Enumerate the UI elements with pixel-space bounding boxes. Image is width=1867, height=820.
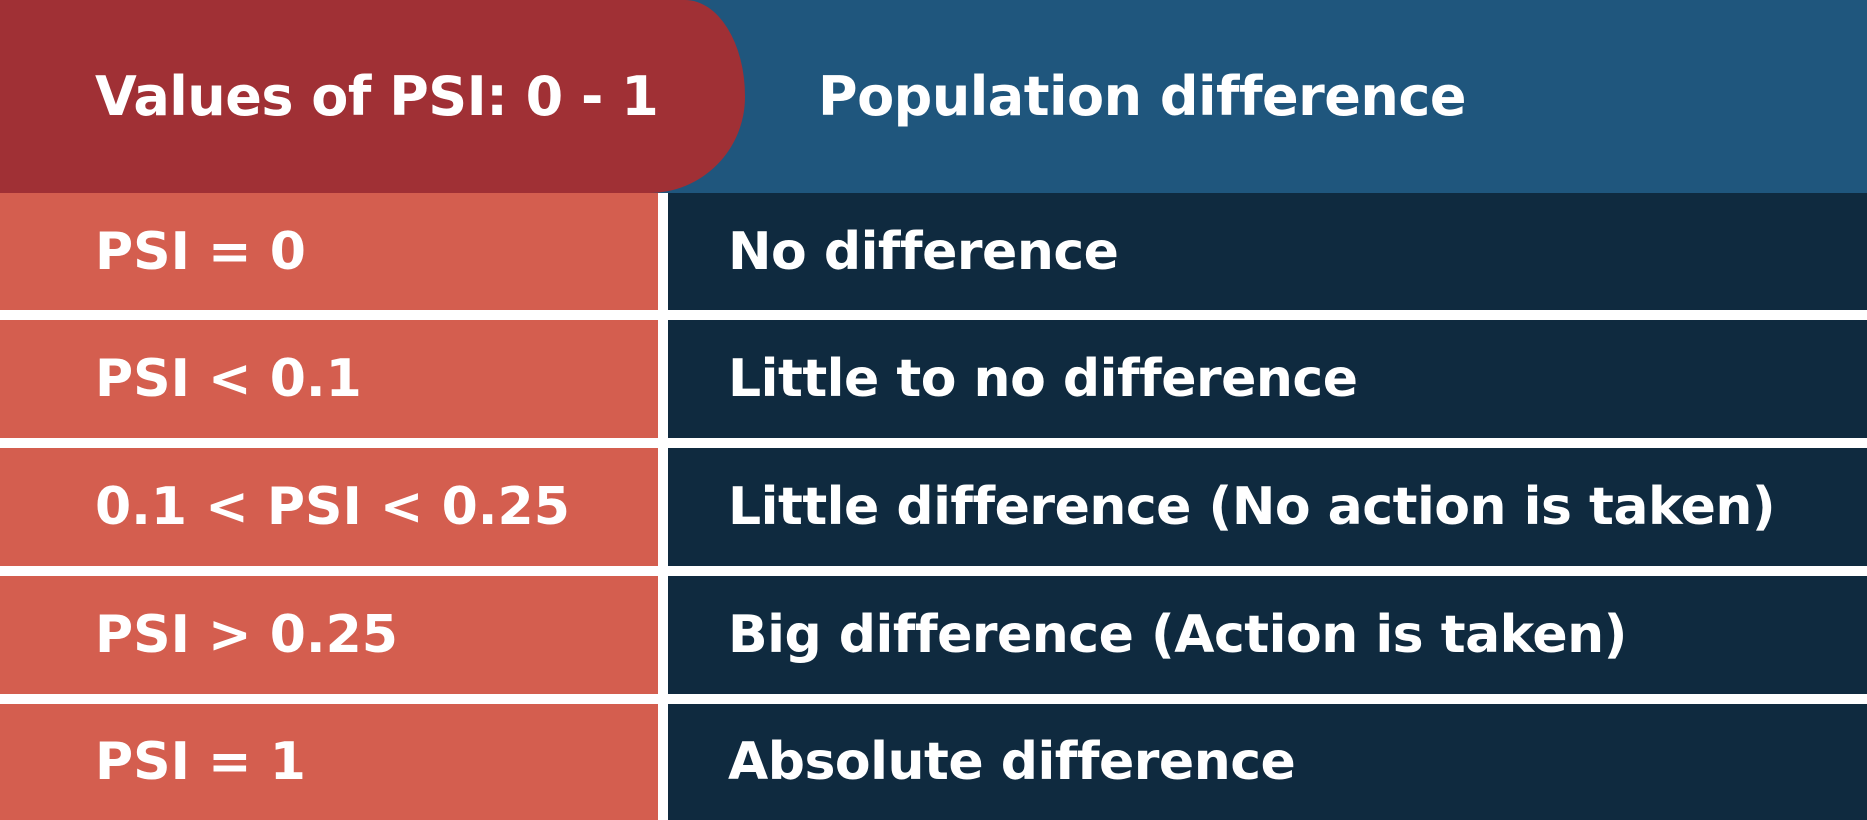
psi-value-cell: PSI = 1: [0, 704, 658, 820]
population-difference-cell: Big difference (Action is taken): [668, 576, 1867, 694]
psi-value-cell: PSI = 0: [0, 193, 658, 310]
header-psi-values: Values of PSI: 0 - 1: [0, 0, 745, 193]
population-difference-cell: No difference: [668, 193, 1867, 310]
header-psi-values-label: Values of PSI: 0 - 1: [95, 65, 659, 128]
table-row: 0.1 < PSI < 0.25 Little difference (No a…: [0, 448, 1867, 566]
psi-value-cell: PSI > 0.25: [0, 576, 658, 694]
header-population-difference-label: Population difference: [818, 65, 1467, 128]
population-difference-cell: Little difference (No action is taken): [668, 448, 1867, 566]
population-difference-cell: Little to no difference: [668, 320, 1867, 438]
psi-value-cell: 0.1 < PSI < 0.25: [0, 448, 658, 566]
population-difference-cell: Absolute difference: [668, 704, 1867, 820]
table-row: PSI = 0 No difference: [0, 193, 1867, 310]
psi-value-cell: PSI < 0.1: [0, 320, 658, 438]
table-row: PSI < 0.1 Little to no difference: [0, 320, 1867, 438]
table-row: PSI > 0.25 Big difference (Action is tak…: [0, 576, 1867, 694]
table-row: PSI = 1 Absolute difference: [0, 704, 1867, 820]
